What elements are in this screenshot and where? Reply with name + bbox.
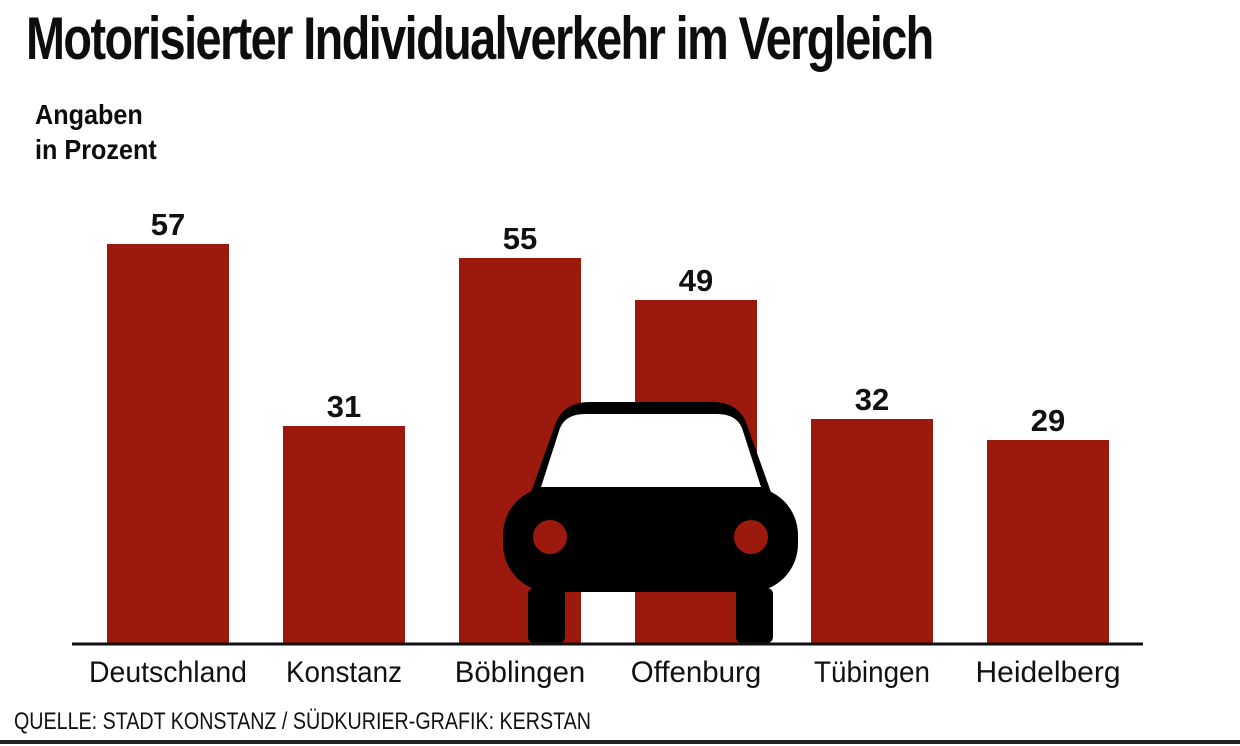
bar-konstanz xyxy=(283,426,405,643)
bar-deutschland xyxy=(107,244,229,643)
category-label: Offenburg xyxy=(631,656,762,689)
chart-subtitle: Angaben in Prozent xyxy=(35,97,157,167)
chart-title: Motorisierter Individualverkehr im Vergl… xyxy=(26,5,934,72)
value-label: 29 xyxy=(1031,403,1065,438)
car-icon xyxy=(503,402,798,643)
value-label: 32 xyxy=(855,382,889,417)
category-labels-group: Deutschland Konstanz Böblingen Offenburg Tüb… xyxy=(89,656,1121,689)
bottom-rule xyxy=(0,740,1240,744)
source-note: QUELLE: STADT KONSTANZ / SÜDKURIER-GRAFI… xyxy=(14,708,592,735)
value-label: 31 xyxy=(327,389,361,424)
category-label: Deutschland xyxy=(89,656,247,689)
value-label: 49 xyxy=(679,263,713,298)
category-label: Tübingen xyxy=(814,656,930,689)
bar-tübingen xyxy=(811,419,933,643)
category-label: Heidelberg xyxy=(976,656,1121,689)
value-label: 57 xyxy=(151,207,185,242)
category-label: Konstanz xyxy=(286,656,402,689)
value-label: 55 xyxy=(503,221,537,256)
category-label: Böblingen xyxy=(455,656,586,689)
subtitle-line-1: Angaben xyxy=(35,99,143,130)
value-labels-group: 57 31 55 49 32 29 xyxy=(151,207,1065,438)
bar-heidelberg xyxy=(987,440,1109,643)
subtitle-line-2: in Prozent xyxy=(35,134,157,165)
